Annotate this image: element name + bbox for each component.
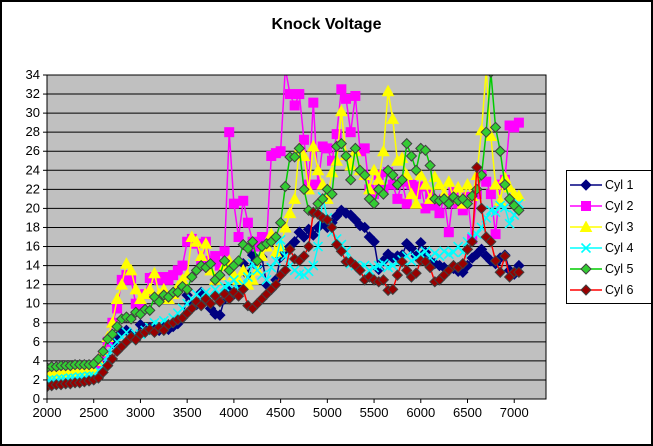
svg-text:7000: 7000 — [500, 405, 529, 420]
svg-text:4: 4 — [33, 353, 40, 368]
legend-item-cyl-4: Cyl 4 — [569, 237, 651, 258]
legend-key-cyl-1-icon — [570, 178, 602, 191]
svg-text:30: 30 — [26, 105, 40, 120]
svg-text:32: 32 — [26, 86, 40, 101]
svg-text:28: 28 — [26, 124, 40, 139]
svg-text:2500: 2500 — [79, 405, 108, 420]
legend-key-cyl-6-icon — [570, 283, 602, 296]
svg-text:6000: 6000 — [406, 405, 435, 420]
svg-text:2000: 2000 — [33, 405, 62, 420]
series-cyl-6 — [47, 161, 525, 393]
legend-item-cyl-2: Cyl 2 — [569, 195, 651, 216]
legend-label-cyl-6: Cyl 6 — [605, 282, 634, 297]
svg-text:16: 16 — [26, 239, 40, 254]
legend-item-cyl-6: Cyl 6 — [569, 279, 651, 300]
svg-text:5000: 5000 — [313, 405, 342, 420]
legend-label-cyl-5: Cyl 5 — [605, 261, 634, 276]
legend-label-cyl-2: Cyl 2 — [605, 198, 634, 213]
svg-text:26: 26 — [26, 143, 40, 158]
series-cyl-5 — [47, 75, 525, 374]
svg-text:2: 2 — [33, 372, 40, 387]
legend-key-cyl-2-icon — [570, 200, 602, 211]
svg-text:0: 0 — [33, 391, 40, 406]
legend-key-cyl-5-icon — [570, 262, 602, 275]
svg-text:22: 22 — [26, 181, 40, 196]
legend-item-cyl-1: Cyl 1 — [569, 174, 651, 195]
legend-label-cyl-1: Cyl 1 — [605, 177, 634, 192]
chart-title: Knock Voltage — [271, 16, 382, 33]
svg-text:4500: 4500 — [266, 405, 295, 420]
svg-text:34: 34 — [26, 67, 40, 82]
svg-text:24: 24 — [26, 162, 40, 177]
svg-text:3000: 3000 — [126, 405, 155, 420]
svg-text:4000: 4000 — [219, 405, 248, 420]
svg-text:10: 10 — [26, 296, 40, 311]
svg-text:14: 14 — [26, 258, 40, 273]
plot-border — [46, 74, 547, 400]
legend-label-cyl-4: Cyl 4 — [605, 240, 634, 255]
legend-key-cyl-3-icon — [570, 220, 602, 232]
svg-text:8: 8 — [33, 315, 40, 330]
legend-item-cyl-5: Cyl 5 — [569, 258, 651, 279]
legend-label-cyl-3: Cyl 3 — [605, 219, 634, 234]
svg-text:20: 20 — [26, 200, 40, 215]
svg-text:5500: 5500 — [360, 405, 389, 420]
svg-text:18: 18 — [26, 219, 40, 234]
legend-key-cyl-4-icon — [570, 242, 602, 253]
svg-text:6: 6 — [33, 334, 40, 349]
legend-item-cyl-3: Cyl 3 — [569, 216, 651, 237]
legend: Cyl 1 Cyl 2 Cyl 3 Cyl 4 Cyl 5 Cyl 6 — [566, 170, 651, 304]
svg-text:3500: 3500 — [173, 405, 202, 420]
svg-text:12: 12 — [26, 277, 40, 292]
x-axis-labels: 2000 2500 3000 3500 4000 4500 5000 5500 6000 6500… — [33, 399, 529, 420]
svg-text:6500: 6500 — [453, 405, 482, 420]
